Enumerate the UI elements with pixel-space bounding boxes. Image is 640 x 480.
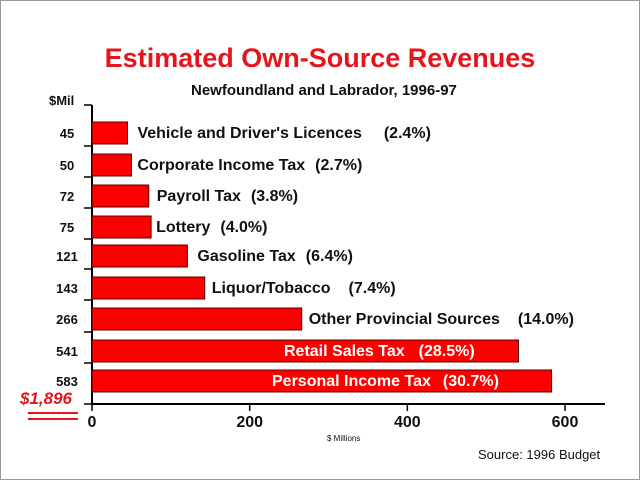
bar [91, 339, 519, 363]
bar-percent-label: (14.0%) [518, 311, 574, 328]
bar-value-label: 50 [60, 158, 74, 173]
bar [91, 307, 303, 331]
bar-category-name: Other Provincial Sources [309, 311, 500, 328]
bar-category-name: Liquor/Tobacco [212, 280, 331, 297]
bar-percent-label: (30.7%) [443, 373, 499, 390]
bar-percent-label: (6.4%) [306, 248, 353, 265]
bar [91, 153, 132, 177]
bar-value-label: 75 [60, 220, 74, 235]
bar-category-label: Other Provincial Sources (14.0%) [309, 311, 574, 328]
bar-percent-label: (3.8%) [251, 188, 298, 205]
bar-value-label: 541 [56, 344, 78, 359]
x-axis-title: $ Millions [327, 434, 361, 443]
source-note: Source: 1996 Budget [478, 447, 601, 462]
x-tick-label: 200 [236, 414, 263, 431]
bar-percent-label: (4.0%) [220, 219, 267, 236]
bar-value-label: 121 [56, 249, 78, 264]
bar-percent-label: (2.4%) [384, 125, 431, 142]
bar-value-label: 45 [60, 126, 74, 141]
bar-category-label: Payroll Tax (3.8%) [157, 188, 298, 205]
chart-subtitle: Newfoundland and Labrador, 1996-97 [191, 82, 457, 99]
bar-category-label: Lottery (4.0%) [156, 219, 267, 236]
bar-category-label: Vehicle and Driver's Licences (2.4%) [137, 125, 431, 142]
bar-category-label: Personal Income Tax (30.7%) [272, 373, 499, 390]
bar-category-name: Retail Sales Tax [284, 343, 405, 360]
bar-percent-label: (28.5%) [419, 343, 475, 360]
total-underline-1 [28, 412, 78, 414]
x-tick-label: 400 [394, 414, 421, 431]
bar-value-label: 72 [60, 189, 74, 204]
x-tick-label: 600 [552, 414, 579, 431]
bar-category-name: Gasoline Tax [197, 248, 296, 265]
bar-category-label: Liquor/Tobacco (7.4%) [212, 280, 396, 297]
x-tick-label: 0 [88, 414, 97, 431]
chart-title: Estimated Own-Source Revenues [104, 43, 536, 73]
unit-label: $Mil [49, 93, 75, 108]
bar [91, 215, 152, 239]
total-underline-2 [28, 418, 78, 420]
bar-category-name: Lottery [156, 219, 210, 236]
bar-value-label: 266 [56, 312, 78, 327]
bar-category-label: Corporate Income Tax (2.7%) [137, 157, 362, 174]
bar-value-label: 143 [56, 281, 78, 296]
total-label: $1,896 [20, 389, 72, 408]
bar-value-label: 583 [56, 374, 78, 389]
bar [91, 276, 206, 300]
bar-category-label: Retail Sales Tax (28.5%) [284, 343, 475, 360]
bar-category-name: Vehicle and Driver's Licences [137, 125, 361, 142]
bar-category-name: Payroll Tax [157, 188, 241, 205]
bar-category-name: Corporate Income Tax [137, 157, 305, 174]
bar [91, 121, 128, 145]
bar [91, 184, 150, 208]
bar-category-label: Gasoline Tax (6.4%) [197, 248, 353, 265]
bar [91, 369, 553, 393]
bar-category-name: Personal Income Tax [272, 373, 431, 390]
bar-percent-label: (7.4%) [349, 280, 396, 297]
bar [91, 244, 188, 268]
bar-percent-label: (2.7%) [315, 157, 362, 174]
